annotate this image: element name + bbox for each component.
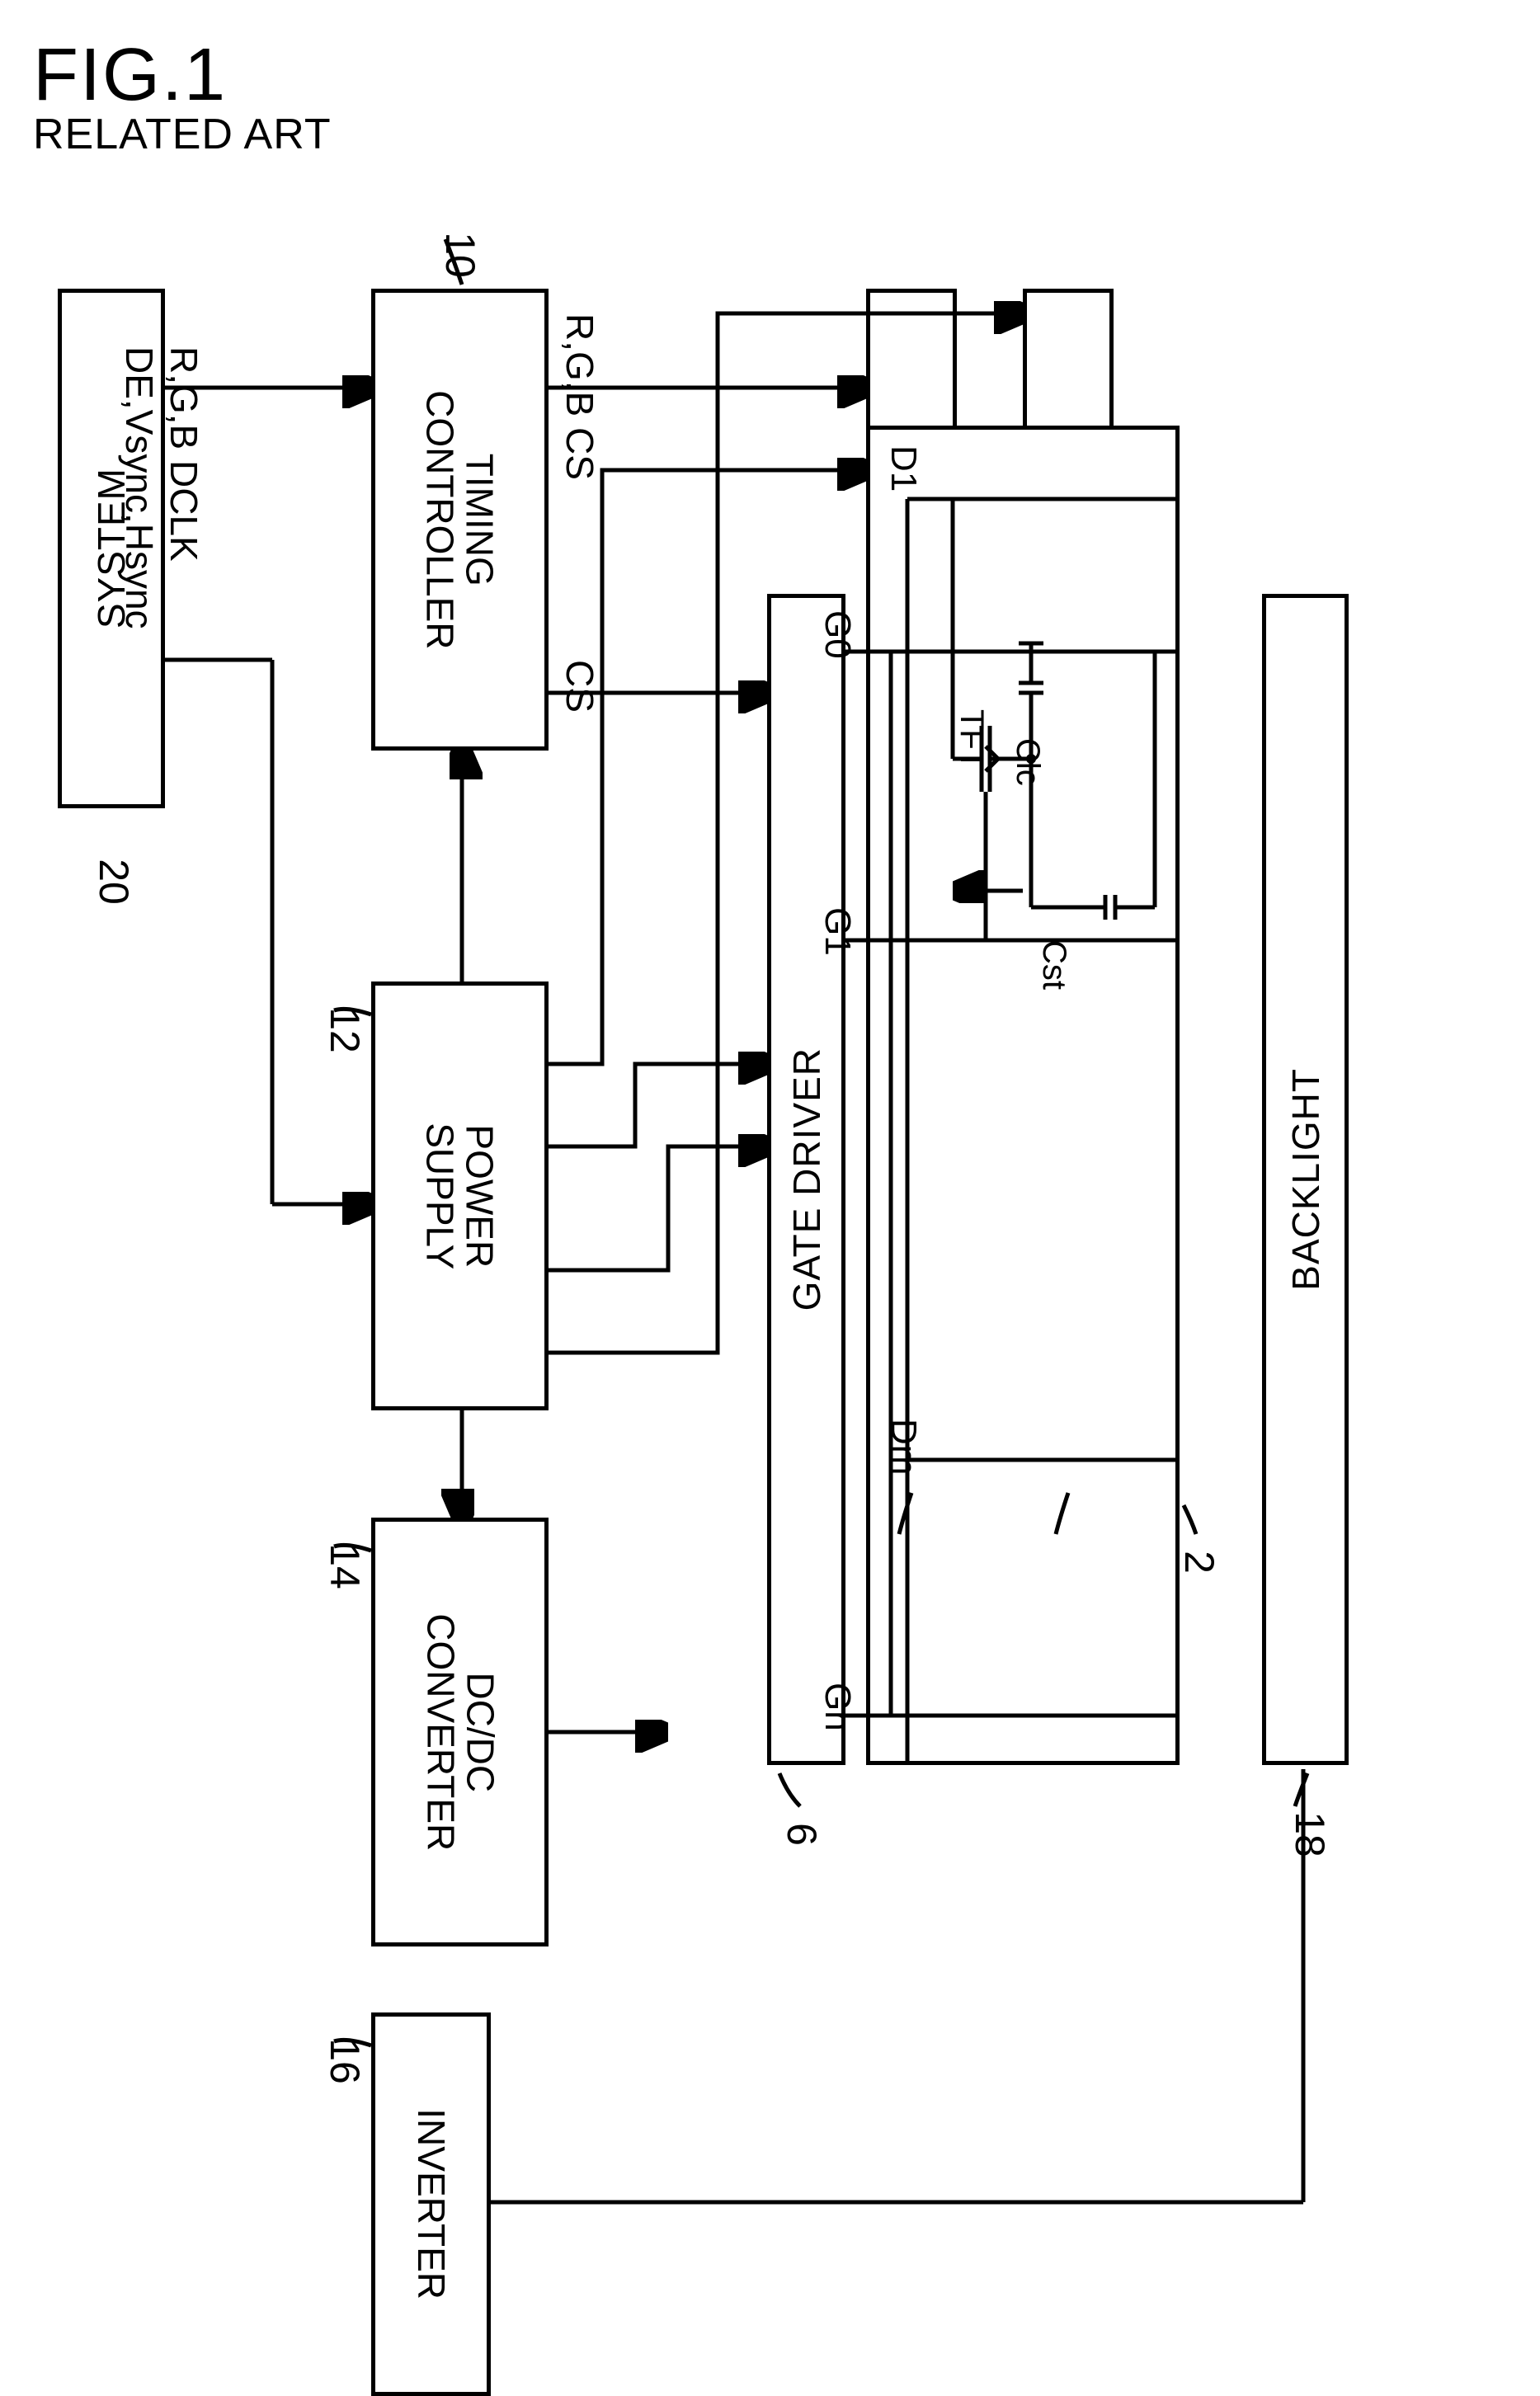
connections-svg: [33, 33, 1507, 2196]
block-diagram: FIG.1 RELATED ART SYSTEM 20 TIMING CONTR…: [33, 33, 1507, 2196]
